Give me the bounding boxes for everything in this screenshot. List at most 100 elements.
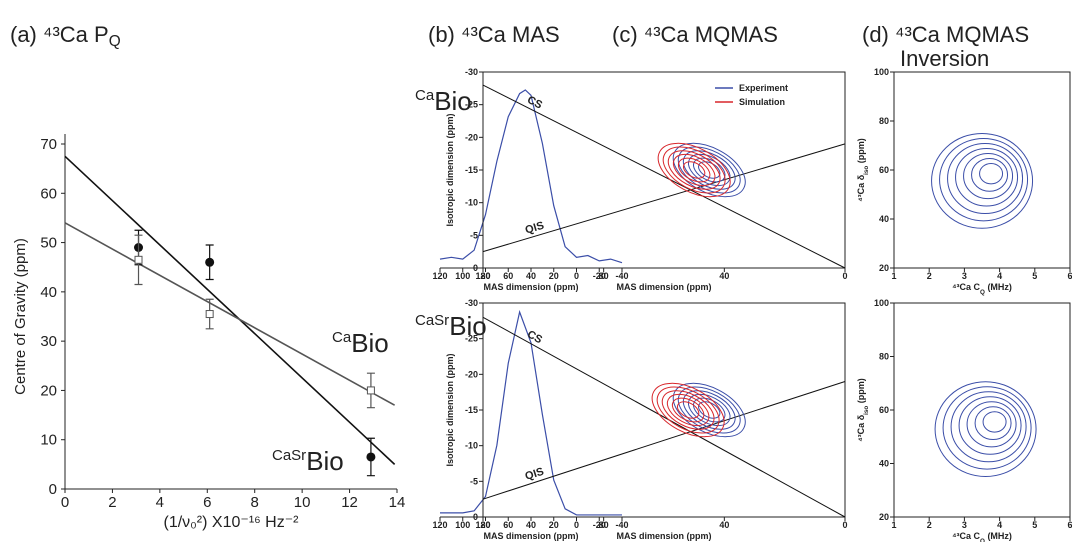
contour-level: [947, 142, 1024, 214]
y-tick-label: 70: [40, 136, 57, 153]
contour-level: [651, 382, 725, 438]
contour-level: [931, 132, 1034, 229]
x-tick-label: -20: [593, 271, 606, 281]
x-tick-label: 0: [61, 494, 69, 511]
contour-level: [939, 137, 1029, 222]
contour-level: [979, 162, 1004, 185]
contour-level: [950, 391, 1027, 463]
y-axis-label: Centre of Gravity (ppm): [12, 238, 29, 395]
x-tick-label: 4: [997, 520, 1002, 530]
y-tick-label: 60: [40, 185, 57, 202]
x-tick-label: 2: [927, 271, 932, 281]
x-tick-label: 80: [599, 271, 609, 281]
contour-level: [682, 161, 706, 179]
x-axis-label-part: ⁴³Ca C: [952, 282, 980, 292]
y-tick-label: -15: [465, 165, 478, 175]
data-point: [134, 255, 143, 264]
contour-level: [682, 390, 736, 430]
y-tick-label: -15: [465, 405, 478, 415]
chart-title: (b) ⁴³Ca MAS: [428, 22, 560, 47]
y-tick-label: -30: [465, 298, 478, 308]
y-axis-label-part: ⁴³Ca δ: [856, 174, 866, 201]
data-point: [205, 310, 214, 319]
y-tick-label: -25: [465, 334, 478, 344]
x-axis-label: MAS dimension (ppm): [484, 282, 579, 292]
contour-level: [656, 386, 720, 434]
contour-level: [966, 401, 1017, 448]
y-tick-label: -30: [465, 67, 478, 77]
y-tick-label: -25: [465, 100, 478, 110]
chart-title-part: (a) ⁴³Ca P: [10, 22, 109, 47]
x-tick-label: 0: [574, 271, 579, 281]
x-tick-label: 40: [526, 520, 536, 530]
y-axis-label-part: (ppm): [856, 138, 866, 166]
y-axis-label-part: (ppm): [856, 378, 866, 406]
reference-line: [482, 84, 846, 269]
x-tick-label: 40: [719, 520, 729, 530]
y-tick-label: 20: [879, 263, 889, 273]
x-tick-label: 5: [1032, 271, 1037, 281]
contour-level: [958, 396, 1022, 455]
contour-level: [657, 142, 731, 198]
x-tick-label: 6: [1067, 271, 1072, 281]
x-axis-label: (1/ν₀²) X10⁻¹⁶ Hz⁻²: [163, 514, 299, 531]
contour-level: [672, 153, 716, 187]
chart-title: (c) ⁴³Ca MQMAS: [612, 22, 778, 47]
y-tick-label: 80: [879, 116, 889, 126]
contour-level: [963, 152, 1014, 200]
contour-level: [971, 157, 1009, 192]
x-tick-label: -20: [593, 520, 606, 530]
x-tick-label: 0: [842, 271, 847, 281]
y-tick-label: -5: [470, 230, 478, 240]
x-tick-label: 4: [156, 494, 164, 511]
plot-frame: [893, 71, 1071, 269]
x-tick-label: 6: [203, 494, 211, 511]
y-axis-label-part: iso: [863, 166, 870, 175]
x-tick-label: 60: [503, 520, 513, 530]
y-tick-label: 50: [40, 235, 57, 252]
y-tick-label: 0: [473, 512, 478, 522]
x-tick-label: 120: [475, 271, 490, 281]
x-tick-label: 100: [455, 271, 470, 281]
annotation-superscript: Ca: [415, 87, 435, 104]
fit-line: [64, 222, 396, 406]
data-point: [205, 257, 215, 267]
x-tick-label: 6: [1067, 520, 1072, 530]
x-axis-label: MAS dimension (ppm): [484, 531, 579, 541]
y-axis-label: ⁴³Ca δiso (ppm): [856, 378, 870, 442]
annotation-superscript: CaSr: [272, 447, 306, 464]
chart-title-line: Inversion: [900, 46, 989, 71]
y-tick-label: 100: [874, 298, 889, 308]
x-axis-label: MAS dimension (ppm): [617, 531, 712, 541]
x-tick-label: 14: [389, 494, 406, 511]
x-axis-label-part: (MHz): [985, 531, 1012, 541]
y-axis-label: Isotropic dimension (ppm): [445, 113, 455, 226]
y-axis-label-part: ⁴³Ca δ: [856, 414, 866, 441]
y-tick-label: 100: [874, 67, 889, 77]
x-axis-label: ⁴³Ca CQ (MHz): [952, 282, 1012, 296]
y-tick-label: -5: [470, 476, 478, 486]
y-tick-label: -10: [465, 441, 478, 451]
x-tick-label: 4: [997, 271, 1002, 281]
x-tick-label: 10: [294, 494, 311, 511]
x-tick-label: 0: [574, 520, 579, 530]
spectrum-line: [439, 89, 623, 264]
contour-level: [671, 397, 705, 423]
chart-title: (a) ⁴³Ca PQ: [10, 22, 121, 50]
y-tick-label: -20: [465, 132, 478, 142]
y-tick-label: 20: [40, 382, 57, 399]
contour-level: [934, 381, 1037, 478]
line-label: CS: [525, 328, 544, 346]
x-axis-label: MAS dimension (ppm): [617, 282, 712, 292]
contour-level: [942, 386, 1032, 470]
x-tick-label: -40: [615, 271, 628, 281]
y-tick-label: 40: [40, 284, 57, 301]
annotation-superscript: Ca: [332, 329, 352, 346]
x-tick-label: 1: [891, 520, 896, 530]
contour-level: [693, 157, 726, 183]
line-label: QIS: [524, 220, 546, 237]
x-tick-label: 40: [719, 271, 729, 281]
y-tick-label: 80: [879, 352, 889, 362]
x-axis-label: ⁴³Ca CQ (MHz): [952, 531, 1012, 542]
